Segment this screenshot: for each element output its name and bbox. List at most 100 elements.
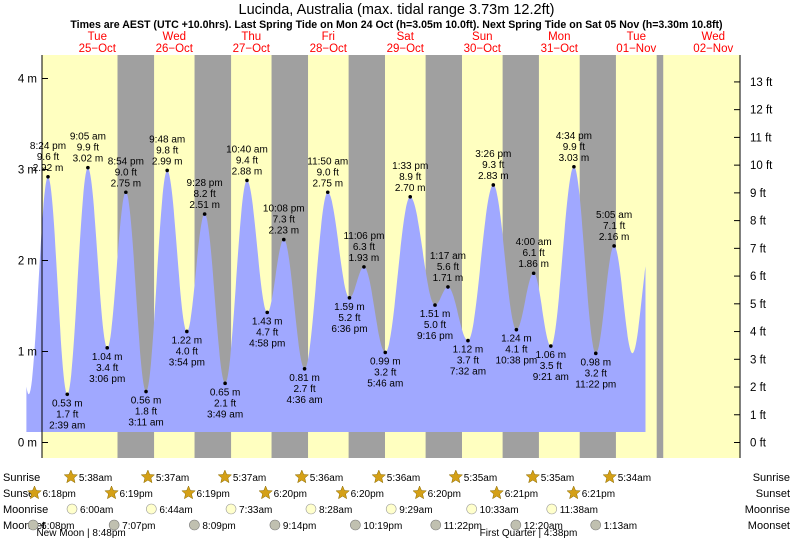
date-label: 02−Nov [693, 43, 733, 55]
row-label-right-sunset: Sunset [756, 488, 790, 500]
tide-ft-label: 5.6 ft [437, 262, 459, 273]
sunrise-time: 5:37am [233, 473, 266, 484]
day-of-week-label: Tue [627, 31, 646, 43]
tide-m-label: 0.65 m [210, 387, 241, 398]
sunset-icon [335, 485, 350, 500]
tide-time-label: 9:05 am [70, 132, 106, 143]
tide-time-label: 11:22 pm [575, 379, 616, 390]
tide-ft-label: 9.4 ft [236, 155, 258, 166]
sunset-time: 6:20pm [351, 489, 384, 500]
tide-time-label: 1:17 am [430, 251, 466, 262]
moonset-time: 11:22pm [444, 521, 482, 532]
tide-ft-label: 9.9 ft [77, 143, 99, 154]
sunset-time: 6:18pm [43, 489, 76, 500]
tide-point [612, 244, 616, 248]
tide-ft-label: 9.9 ft [563, 142, 585, 153]
right-tick-label: 3 ft [750, 354, 767, 366]
tide-point [124, 190, 128, 195]
tide-point [549, 344, 553, 348]
tide-point [491, 183, 496, 187]
tide-time-label: 3:11 am [128, 418, 163, 429]
tide-ft-label: 1.8 ft [135, 407, 157, 418]
sunrise-time: 5:36am [387, 473, 420, 484]
tide-point [572, 164, 576, 169]
night-band [656, 55, 664, 458]
tide-ft-label: 3.2 ft [374, 367, 396, 378]
left-tick-label: 1 m [18, 347, 37, 359]
moon-phase-label: New Moon | 8:48pm [36, 528, 125, 539]
date-label: 31−Oct [541, 43, 579, 55]
row-label-right-moonrise: Moonrise [745, 504, 790, 516]
day-of-week-label: Wed [163, 31, 186, 43]
moonrise-time: 9:29am [399, 505, 432, 516]
tide-m-label: 0.98 m [580, 357, 611, 368]
tide-m-label: 1.86 m [518, 259, 549, 270]
tide-ft-label: 7.1 ft [603, 221, 625, 232]
tide-m-label: 2.83 m [478, 171, 509, 182]
axes: 0 m 1 m 2 m 3 m 4 m 0 ft 1 ft 2 ft 3 ft 4 ft 5 ft 6… [18, 55, 773, 458]
tide-ft-label: 4.7 ft [256, 327, 278, 338]
tide-m-label: 2.88 m [232, 166, 263, 177]
tide-m-label: 2.70 m [395, 183, 426, 194]
moonset-icon [350, 519, 361, 531]
right-tick-label: 7 ft [750, 243, 767, 255]
tide-m-label: 1.12 m [453, 345, 484, 356]
date-label: 01−Nov [616, 43, 656, 55]
moonrise-icon [385, 503, 397, 515]
tide-point [202, 212, 207, 216]
moonset-icon [27, 519, 39, 531]
sunset-time: 6:20pm [274, 489, 307, 500]
sunrise-time: 5:38am [79, 473, 112, 484]
moonrise-time: 6:44am [159, 505, 192, 516]
tide-area [26, 166, 646, 433]
tide-ft-label: 9.6 ft [37, 152, 59, 163]
tide-ft-label: 4.1 ft [505, 345, 527, 356]
tide-labels: 8:24 pm9.6 ft2.92 m 0.53 m1.7 ft2:39 am 9:… [30, 131, 632, 431]
tide-m-label: 2.99 m [152, 156, 183, 167]
tide-time-label: 10:38 pm [496, 356, 538, 367]
moonrise-icon [466, 503, 477, 515]
tide-m-label: 2.92 m [33, 163, 64, 174]
moonset-icon [108, 519, 120, 531]
tide-time-label: 4:58 pm [249, 338, 285, 349]
tide-time-label: 2:39 am [49, 420, 85, 431]
tide-ft-label: 5.2 ft [338, 313, 360, 324]
moonrise-time: 8:28am [319, 505, 352, 516]
right-tick-label: 2 ft [750, 382, 767, 394]
tide-point [347, 296, 352, 300]
tide-m-label: 2.16 m [599, 232, 630, 243]
moonset-time: 12:20am [524, 521, 563, 532]
tide-time-label: 5:46 am [367, 378, 403, 389]
sunrise-time: 5:36am [310, 473, 343, 484]
tide-time-label: 9:28 pm [187, 178, 223, 189]
sunset-icon [489, 485, 504, 500]
moonset-icon [510, 519, 522, 531]
tide-time-label: 3:54 pm [169, 357, 205, 368]
tide-point [593, 351, 598, 356]
sunset-icon [566, 485, 581, 500]
sunset-icon [258, 485, 273, 500]
right-tick-label: 6 ft [750, 271, 767, 283]
tide-point [245, 178, 249, 183]
tide-point [86, 165, 90, 170]
moonset-icon [269, 519, 281, 531]
date-label: 29−Oct [387, 43, 425, 55]
sunrise-icon [294, 469, 310, 484]
tide-point [144, 389, 148, 394]
tide-point [446, 285, 450, 289]
day-headers: Tue25−OctWed26−OctThu27−OctFri28−OctSat2… [79, 31, 734, 55]
tide-ft-label: 6.1 ft [523, 248, 545, 259]
moonset-time: 1:13am [604, 521, 637, 532]
tide-ft-label: 2.1 ft [214, 398, 236, 409]
day-of-week-label: Thu [241, 31, 261, 43]
tide-point [433, 303, 437, 307]
tide-m-label: 3.02 m [73, 154, 104, 165]
tide-point [325, 190, 330, 195]
tide-ft-label: 1.7 ft [56, 409, 78, 420]
tide-time-label: 3:26 pm [475, 149, 511, 160]
tide-ft-label: 6.3 ft [353, 242, 375, 253]
tide-time-label: 5:05 am [596, 210, 632, 221]
tide-m-label: 1.04 m [92, 352, 123, 363]
moonset-time: 9:14pm [283, 521, 316, 532]
moonrise-icon [66, 503, 78, 515]
